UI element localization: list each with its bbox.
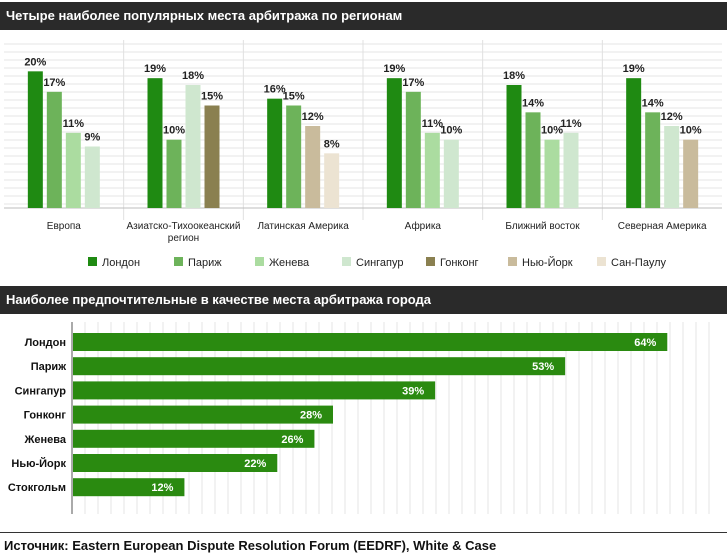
bar-Сингапур xyxy=(443,139,459,208)
bar-Сан-Паулу xyxy=(324,153,340,208)
data-label: 12% xyxy=(151,482,173,494)
bar-Париж xyxy=(405,91,421,208)
bar-Лондон xyxy=(73,333,668,351)
data-label: 11% xyxy=(560,118,582,130)
category-label: Азиатско-Тихоокеанский xyxy=(127,221,241,232)
legend-label: Париж xyxy=(188,257,222,269)
data-label: 9% xyxy=(84,132,100,144)
bar-Женева xyxy=(65,132,81,208)
data-label: 22% xyxy=(244,458,266,470)
legend-label: Лондон xyxy=(102,257,140,269)
data-label: 26% xyxy=(281,434,303,446)
data-label: 11% xyxy=(422,118,444,130)
legend-label: Сан-Паулу xyxy=(611,257,667,269)
bar-Нью-Йорк xyxy=(73,454,278,472)
data-label: 10% xyxy=(541,125,563,137)
data-label: 8% xyxy=(324,138,340,150)
legend-swatch xyxy=(508,257,517,266)
category-label: Лондон xyxy=(25,337,66,349)
category-label: Европа xyxy=(47,221,82,232)
bar-Женева xyxy=(424,132,440,208)
data-label: 10% xyxy=(163,125,185,137)
bar-Сингапур xyxy=(84,146,100,208)
bar-Париж xyxy=(166,139,182,208)
bar-Гонконг xyxy=(204,105,220,208)
bar-Париж xyxy=(73,357,566,376)
category-label: Ближний восток xyxy=(505,221,580,232)
legend-label: Сингапур xyxy=(356,257,404,269)
data-label: 15% xyxy=(201,91,223,103)
legend-swatch xyxy=(597,257,606,266)
source-divider xyxy=(0,532,727,533)
data-label: 12% xyxy=(302,111,324,123)
bar-Париж xyxy=(286,105,302,208)
data-label: 19% xyxy=(144,63,166,75)
bar-Сингапур xyxy=(664,126,680,208)
bar-Нью-Йорк xyxy=(305,126,321,208)
category-label: Париж xyxy=(31,361,67,373)
bar-Лондон xyxy=(386,78,402,209)
bar-Лондон xyxy=(147,78,163,209)
category-label: Стокгольм xyxy=(8,482,66,494)
category-label: Женева xyxy=(23,434,66,446)
legend-label: Гонконг xyxy=(440,257,479,269)
data-label: 20% xyxy=(24,56,46,68)
data-label: 28% xyxy=(300,410,322,422)
bar-Париж xyxy=(46,91,62,208)
bar-Лондон xyxy=(626,78,642,209)
data-label: 15% xyxy=(283,91,305,103)
legend-label: Нью-Йорк xyxy=(522,256,573,269)
bar-Сингапур xyxy=(563,132,579,208)
chart-title-regions: Четыре наиболее популярных места арбитра… xyxy=(0,2,727,30)
data-label: 14% xyxy=(642,97,664,109)
legend-swatch xyxy=(426,257,435,266)
legend-label: Женева xyxy=(269,257,310,269)
data-label: 10% xyxy=(680,125,702,137)
source-note: Источник: Eastern European Dispute Resol… xyxy=(4,538,497,553)
legend-swatch xyxy=(174,257,183,266)
bar-Нью-Йорк xyxy=(683,139,699,208)
data-label: 12% xyxy=(661,111,683,123)
bar-Женева xyxy=(73,429,315,448)
bar-Сингапур xyxy=(73,381,436,400)
bar-Сингапур xyxy=(185,85,201,208)
chart-title-cities: Наиболее предпочтительные в качестве мес… xyxy=(0,286,727,314)
legend-swatch xyxy=(342,257,351,266)
category-label: регион xyxy=(168,233,199,244)
data-label: 11% xyxy=(63,118,85,130)
bar-Женева xyxy=(544,139,560,208)
data-label: 19% xyxy=(623,63,645,75)
category-label: Африка xyxy=(405,220,442,232)
bar-Гонконг xyxy=(73,405,333,424)
category-label: Нью-Йорк xyxy=(11,457,66,470)
data-label: 39% xyxy=(402,385,424,397)
data-label: 18% xyxy=(503,70,525,82)
category-label: Латинская Америка xyxy=(257,221,349,232)
legend-swatch xyxy=(255,257,264,266)
legend-swatch xyxy=(88,257,97,266)
bar-Париж xyxy=(645,112,661,208)
data-label: 10% xyxy=(440,125,462,137)
data-label: 17% xyxy=(402,77,424,89)
data-label: 16% xyxy=(264,84,286,96)
bar-Лондон xyxy=(267,98,283,208)
data-label: 17% xyxy=(43,77,65,89)
data-label: 18% xyxy=(182,70,204,82)
bar-Париж xyxy=(525,112,541,208)
category-label: Сингапур xyxy=(15,385,67,397)
bar-Лондон xyxy=(27,71,43,208)
category-label: Северная Америка xyxy=(618,221,707,232)
data-label: 53% xyxy=(532,361,554,373)
data-label: 19% xyxy=(383,63,405,75)
bar-Лондон xyxy=(506,85,522,208)
data-label: 14% xyxy=(522,97,544,109)
category-label: Гонконг xyxy=(24,410,67,422)
data-label: 64% xyxy=(634,337,656,349)
bar-Стокгольм xyxy=(73,478,185,497)
